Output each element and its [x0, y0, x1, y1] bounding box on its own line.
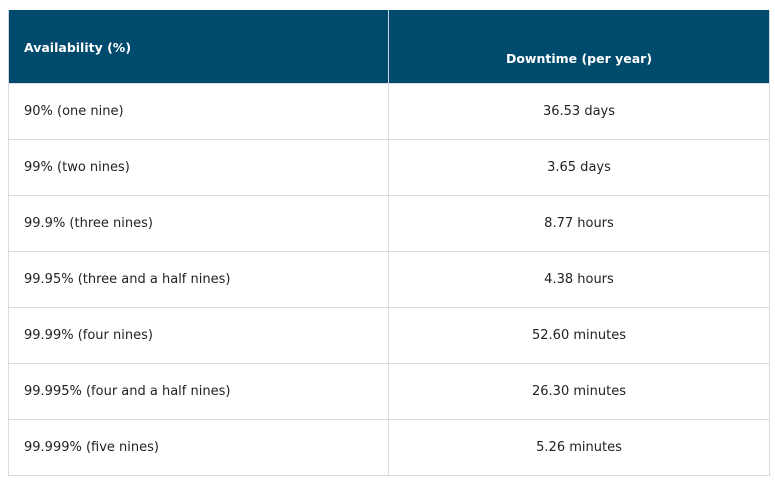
table-row: 99.99% (four nines) 52.60 minutes [8, 307, 770, 364]
table-header: Availability (%) Downtime (per year) [8, 10, 770, 84]
table-row: 90% (one nine) 36.53 days [8, 83, 770, 140]
availability-cell: 99.95% (three and a half nines) [8, 251, 389, 308]
availability-cell: 99% (two nines) [8, 139, 389, 196]
table-row: 99% (two nines) 3.65 days [8, 139, 770, 196]
downtime-cell: 8.77 hours [388, 195, 770, 252]
table-row: 99.999% (five nines) 5.26 minutes [8, 419, 770, 476]
table-body: 90% (one nine) 36.53 days 99% (two nines… [8, 83, 770, 476]
availability-column-header: Availability (%) [8, 10, 389, 84]
availability-cell: 99.999% (five nines) [8, 419, 389, 476]
table-row: 99.9% (three nines) 8.77 hours [8, 195, 770, 252]
downtime-cell: 4.38 hours [388, 251, 770, 308]
downtime-cell: 36.53 days [388, 83, 770, 140]
header-row: Availability (%) Downtime (per year) [8, 10, 770, 84]
table-row: 99.995% (four and a half nines) 26.30 mi… [8, 363, 770, 420]
downtime-cell: 5.26 minutes [388, 419, 770, 476]
downtime-cell: 26.30 minutes [388, 363, 770, 420]
availability-cell: 99.9% (three nines) [8, 195, 389, 252]
availability-cell: 90% (one nine) [8, 83, 389, 140]
downtime-cell: 52.60 minutes [388, 307, 770, 364]
table-row: 99.95% (three and a half nines) 4.38 hou… [8, 251, 770, 308]
downtime-cell: 3.65 days [388, 139, 770, 196]
downtime-column-header: Downtime (per year) [388, 10, 770, 84]
availability-cell: 99.995% (four and a half nines) [8, 363, 389, 420]
availability-table: Availability (%) Downtime (per year) 90%… [8, 10, 770, 476]
availability-cell: 99.99% (four nines) [8, 307, 389, 364]
